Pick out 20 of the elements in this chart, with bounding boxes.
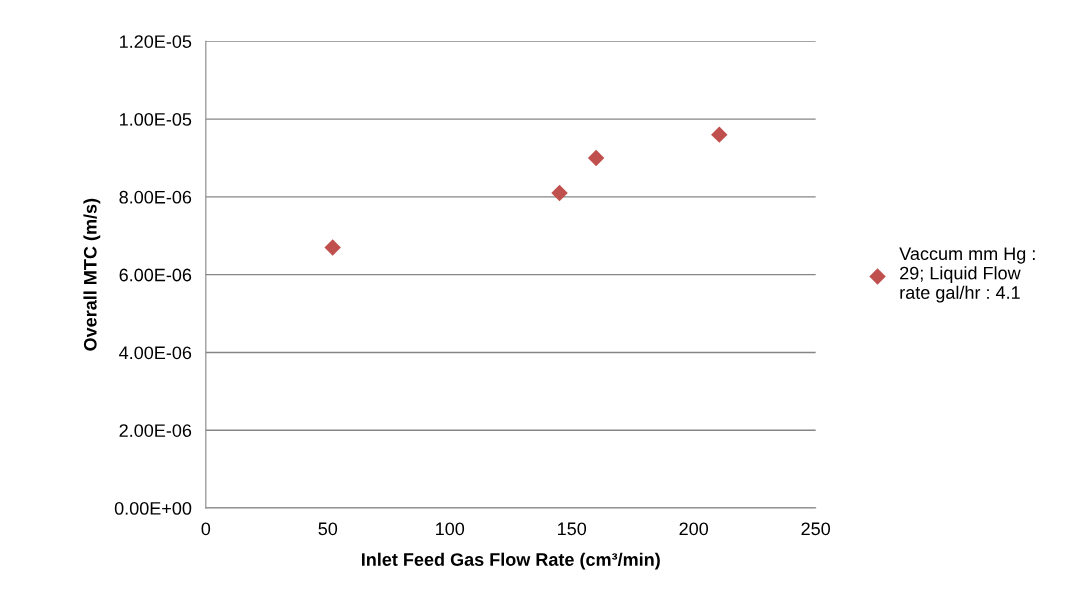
y-tick-label: 8.00E-06 <box>119 190 192 204</box>
y-tick-label: 1.00E-05 <box>120 113 192 126</box>
y-tick-label: 4.00E-06 <box>119 346 192 360</box>
y-tick-label: 1.20E-05 <box>120 35 192 48</box>
x-tick-label: 150 <box>558 522 587 536</box>
y-axis-title: Overall MTC (m/s) <box>83 198 101 351</box>
x-tick-label: 0 <box>201 522 211 536</box>
point <box>324 239 341 256</box>
x-tick-label: 50 <box>318 522 338 536</box>
point <box>711 126 728 143</box>
legend-label: Vaccum mm Hg : 29; Liquid Flow rate gal/hr : 4.1 <box>899 247 1035 303</box>
x-axis-title: Inlet Feed Gas Flow Rate (cm³/min) <box>361 552 660 570</box>
y-tick-label: 6.00E-06 <box>119 268 192 282</box>
y-tick-label: 0.00E+00 <box>114 501 192 515</box>
point <box>587 149 605 167</box>
x-tick-label: 250 <box>801 522 831 536</box>
x-tick-label: 100 <box>436 522 465 536</box>
point <box>551 184 568 202</box>
x-tick-label: 200 <box>679 522 709 536</box>
y-tick-label: 2.00E-06 <box>119 424 192 437</box>
